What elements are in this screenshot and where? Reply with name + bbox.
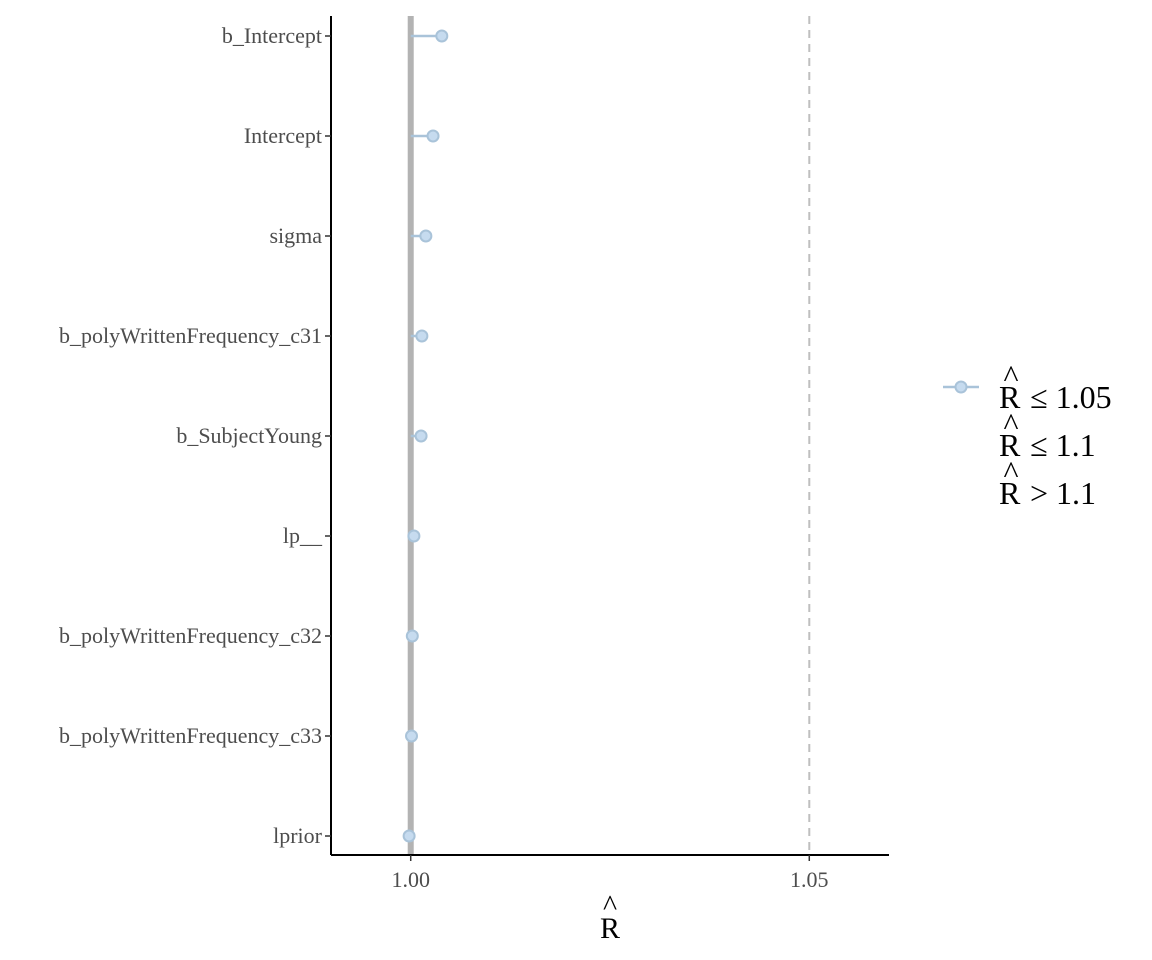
x-axis-title-symbol: R [600,912,620,945]
legend-symbol: R [999,427,1021,463]
y-tick-label: b_polyWrittenFrequency_c33 [59,723,322,748]
legend-entry: ^R > 1.1 [999,454,1096,511]
x-tick-label: 1.00 [391,867,430,892]
y-tick-label: lp__ [283,523,323,548]
legend-key-point [954,380,968,394]
legend-entry: ^R ≤ 1.05 [999,358,1112,415]
plot-area [402,16,811,855]
y-tick-label: b_SubjectYoung [176,423,322,448]
y-tick-label: b_polyWrittenFrequency_c32 [59,623,322,648]
points [402,29,449,843]
point-lprior [402,829,416,843]
y-tick-label: lprior [273,823,323,848]
x-tick-label: 1.05 [790,867,829,892]
point-sigma [419,229,433,243]
point-lp__ [407,529,421,543]
point-b_polyWrittenFrequency_c33 [405,729,419,743]
legend: ^R ≤ 1.05^R ≤ 1.1^R > 1.1 [943,358,1112,511]
legend-symbol: R [999,475,1021,511]
legend-symbol: R [999,379,1021,415]
legend-label: ≤ 1.1 [1030,427,1096,463]
point-b_polyWrittenFrequency_c31 [415,329,429,343]
y-tick-label: sigma [269,223,322,248]
legend-label: > 1.1 [1030,475,1096,511]
legend-entry: ^R ≤ 1.1 [999,406,1096,463]
legend-hat: ^ [1003,406,1018,442]
point-b_SubjectYoung [414,429,428,443]
y-tick-label: b_Intercept [222,23,322,48]
legend-hat: ^ [1003,454,1018,490]
x-axis-ticks: 1.00 1.05 [391,855,829,892]
x-axis-title-hat: ^ [603,889,617,922]
point-Intercept [426,129,440,143]
legend-label: ≤ 1.05 [1030,379,1112,415]
y-tick-label: Intercept [244,123,322,148]
y-axis-ticks: b_Intercept Intercept sigma b_polyWrittenFr… [59,23,331,848]
point-b_Intercept [435,29,449,43]
x-axis-title: R ^ [600,889,620,945]
legend-hat: ^ [1003,358,1018,394]
point-b_polyWrittenFrequency_c32 [405,629,419,643]
y-tick-label: b_polyWrittenFrequency_c31 [59,323,322,348]
